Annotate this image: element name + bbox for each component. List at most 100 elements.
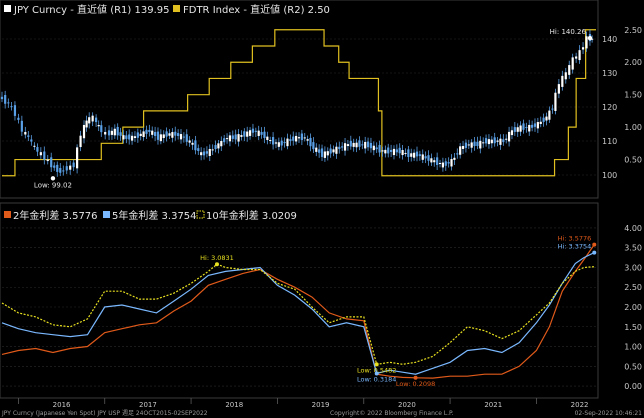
candle-body <box>487 139 491 145</box>
price-legend[interactable]: JPY Curncy - 直近値 (R1) 139.95 FDTR Index … <box>4 3 330 16</box>
annotation-label: Low: 0.5482 <box>357 366 396 374</box>
candle-body <box>300 133 303 141</box>
candle-body <box>79 135 82 148</box>
candle-body <box>237 134 240 142</box>
candle-body <box>0 96 4 100</box>
candle-body <box>168 133 171 136</box>
candle-body <box>283 142 286 144</box>
candle-body <box>554 92 557 111</box>
candle-body <box>490 139 493 144</box>
candle-body <box>507 131 511 142</box>
candle-body <box>271 137 275 145</box>
price-panel-frame <box>0 0 599 199</box>
spread-tick-label: 4.00 <box>624 224 642 233</box>
candle-body <box>338 146 341 150</box>
candle-body <box>13 105 17 116</box>
candle-body <box>113 128 116 136</box>
year-label: 2017 <box>139 401 157 409</box>
year-label: 2016 <box>53 401 71 409</box>
time-axis: 2016 2017 2018 2019 2020 2021 2022 <box>18 398 589 409</box>
candle-body <box>116 126 119 136</box>
candle-body <box>208 149 211 156</box>
candle-body <box>182 136 185 138</box>
candle-body <box>531 124 534 128</box>
candle-body <box>479 140 482 149</box>
candle-body <box>136 132 139 138</box>
candle-body <box>43 151 46 160</box>
footer-source: JPY Curncy (Japanese Yen Spot) JPY USP 週… <box>1 409 208 417</box>
candle-body <box>564 72 567 80</box>
candle-body <box>456 153 459 155</box>
candle-body <box>309 137 312 147</box>
candle-body <box>56 164 59 172</box>
candle-body <box>85 120 88 128</box>
candle-body <box>505 138 508 140</box>
candle-body <box>62 170 65 172</box>
candle-body <box>536 122 539 129</box>
price-annotations: Hi: 140.26 Low: 99.02 <box>34 28 593 189</box>
candle-body <box>7 102 10 104</box>
price-axis-ticks: 100 110 120 130 140 0.50 1.00 1.50 2.00 2.50 <box>602 26 642 180</box>
candle-body <box>424 156 427 159</box>
spread-panel: 0.00 0.50 1.00 1.50 2.00 2.50 3.00 3.50 4.00 Hi:… <box>0 202 642 399</box>
footer-timestamp: 02-Sep-2022 10:46:21 <box>575 410 643 417</box>
annotation-dot <box>592 250 597 255</box>
candle-body <box>200 152 203 156</box>
candle-body <box>128 134 131 140</box>
candle-body <box>20 120 23 132</box>
spread-legend[interactable]: 2年金利差 3.5776 5年金利差 3.3754 10年金利差 3.0209 <box>4 209 297 222</box>
candle-body <box>476 141 479 146</box>
candle-body <box>254 130 257 132</box>
candle-body <box>418 154 421 156</box>
candle-body <box>165 131 168 137</box>
candle-body <box>571 57 574 70</box>
candle-body <box>248 130 252 136</box>
candle-body <box>352 142 355 147</box>
annotation-dot <box>592 242 597 247</box>
spread-tick-label: 1.00 <box>624 343 642 352</box>
candle-body <box>366 141 370 148</box>
annotation-dot <box>50 176 56 181</box>
candle-body <box>177 133 180 137</box>
candle-body <box>484 138 488 144</box>
candle-body <box>4 95 7 104</box>
candle-body <box>156 131 160 140</box>
year-label: 2018 <box>225 401 243 409</box>
annotation-label: Hi: 3.5776 <box>558 235 592 243</box>
candle-body <box>528 124 531 132</box>
candle-body <box>387 147 390 154</box>
candle-body <box>591 38 594 40</box>
candle-body <box>194 140 197 151</box>
candle-body <box>332 149 335 153</box>
candle-body <box>220 141 223 147</box>
legend-marker-2y <box>4 211 11 218</box>
candle-body <box>433 160 436 163</box>
candle-body <box>154 131 157 136</box>
candle-body <box>513 127 516 132</box>
candle-body <box>436 157 439 165</box>
price-panel: 100 110 120 130 140 0.50 1.00 1.50 2.00 2.50 Hi: … <box>0 0 642 199</box>
year-label: 2019 <box>312 401 330 409</box>
legend-marker-fdtr <box>173 5 180 12</box>
annotation-label: Low: 0.3184 <box>357 375 396 383</box>
candle-body <box>561 75 564 87</box>
candle-body <box>217 143 220 149</box>
candle-body <box>384 149 387 154</box>
spread-tick-label: 0.00 <box>624 382 642 391</box>
candle-body <box>303 137 306 139</box>
spread-axis-ticks: 0.00 0.50 1.00 1.50 2.00 2.50 3.00 3.50 4.00 <box>624 224 642 391</box>
candle-body <box>450 159 453 167</box>
candle-body <box>372 145 375 151</box>
legend-jpy: JPY Curncy - 直近値 (R1) 139.95 <box>13 3 169 16</box>
candle-body <box>413 152 416 158</box>
candle-body <box>516 127 519 132</box>
candle-body <box>430 158 433 163</box>
candle-body <box>142 131 145 138</box>
spread-tick-label: 2.00 <box>624 303 642 312</box>
candle-body <box>581 47 585 50</box>
candle-body <box>53 165 56 168</box>
candle-body <box>69 165 72 170</box>
fdtr-step-line <box>2 29 596 177</box>
candle-body <box>568 65 571 75</box>
